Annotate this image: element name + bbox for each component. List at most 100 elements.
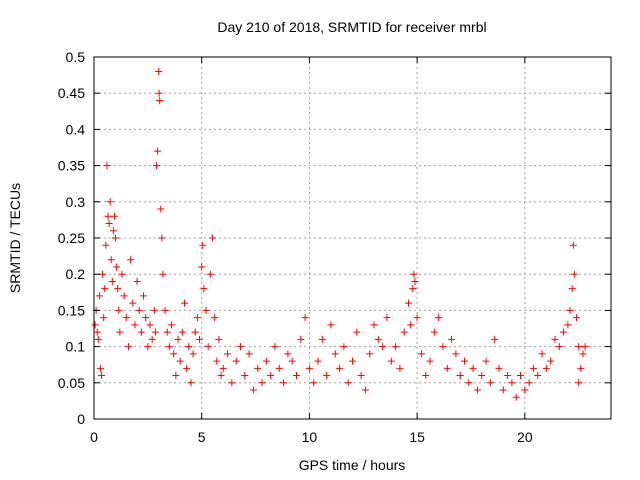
data-point — [323, 372, 331, 380]
data-point — [357, 372, 365, 380]
data-point — [521, 386, 529, 394]
data-point — [91, 321, 99, 329]
data-point — [93, 328, 101, 336]
data-point — [435, 314, 443, 322]
data-point — [499, 386, 507, 394]
data-point — [280, 379, 288, 387]
data-point — [405, 299, 413, 307]
data-point — [101, 285, 109, 293]
data-point — [284, 350, 292, 358]
data-point — [411, 277, 419, 285]
data-point — [392, 343, 400, 351]
data-point — [213, 357, 221, 365]
y-tick-label: 0.35 — [58, 158, 85, 174]
data-point — [262, 357, 270, 365]
data-point — [525, 379, 533, 387]
data-point — [208, 234, 216, 242]
data-point — [170, 350, 178, 358]
data-point — [560, 328, 568, 336]
data-point — [211, 314, 219, 322]
data-point — [144, 343, 152, 351]
data-point — [200, 285, 208, 293]
data-point — [148, 335, 156, 343]
data-point — [219, 364, 227, 372]
data-point — [217, 372, 225, 380]
data-point — [241, 372, 249, 380]
data-point — [570, 270, 578, 278]
data-point — [159, 270, 167, 278]
data-point — [100, 314, 108, 322]
data-point — [189, 350, 197, 358]
data-point — [158, 234, 166, 242]
data-point — [439, 343, 447, 351]
data-point — [542, 364, 550, 372]
data-point — [555, 343, 563, 351]
data-point — [206, 270, 214, 278]
data-point — [137, 328, 145, 336]
data-point — [486, 379, 494, 387]
data-point — [127, 256, 135, 264]
y-tick-label: 0.5 — [66, 49, 86, 65]
data-point — [400, 328, 408, 336]
data-point — [172, 372, 180, 380]
data-point — [115, 306, 123, 314]
data-point — [199, 241, 207, 249]
data-point — [575, 379, 583, 387]
data-point — [318, 335, 326, 343]
data-point — [94, 335, 102, 343]
data-point — [249, 386, 257, 394]
data-point — [110, 212, 118, 220]
data-point — [353, 328, 361, 336]
data-point — [180, 299, 188, 307]
y-tick-label: 0.45 — [58, 85, 85, 101]
y-tick-label: 0.3 — [66, 194, 86, 210]
x-tick-label: 20 — [517, 429, 533, 445]
data-point — [366, 350, 374, 358]
data-point — [573, 314, 581, 322]
data-point — [482, 357, 490, 365]
data-point — [120, 292, 128, 300]
data-point — [495, 364, 503, 372]
chart-title: Day 210 of 2018, SRMTID for receiver mrb… — [217, 19, 486, 35]
data-point — [473, 386, 481, 394]
data-point — [118, 270, 126, 278]
data-point — [108, 277, 116, 285]
data-point — [168, 321, 176, 329]
data-point — [379, 343, 387, 351]
data-point — [478, 372, 486, 380]
data-point — [512, 393, 520, 401]
data-point — [113, 263, 121, 271]
data-point — [275, 364, 283, 372]
data-point — [124, 343, 132, 351]
data-point — [491, 335, 499, 343]
data-point — [95, 292, 103, 300]
data-point — [106, 198, 114, 206]
data-point — [426, 357, 434, 365]
data-point — [98, 372, 106, 380]
data-point — [581, 343, 589, 351]
data-point — [109, 227, 117, 235]
data-point — [292, 372, 300, 380]
data-point — [413, 314, 421, 322]
data-point — [301, 314, 309, 322]
data-point — [191, 328, 199, 336]
data-point — [122, 314, 130, 322]
x-axis-label: GPS time / hours — [299, 457, 406, 473]
data-point — [529, 364, 537, 372]
data-point — [215, 335, 223, 343]
data-point — [174, 335, 182, 343]
data-point — [232, 357, 240, 365]
x-tick-label: 15 — [409, 429, 425, 445]
data-point — [314, 357, 322, 365]
data-point — [387, 357, 395, 365]
data-point — [196, 335, 204, 343]
data-point — [99, 270, 107, 278]
axis-ticks: 0 0.05 0.1 0.15 0.2 0.25 0.3 0.35 0.4 0.45 0.5 0 5 10… — [58, 49, 611, 445]
data-point — [187, 379, 195, 387]
y-tick-label: 0.1 — [66, 339, 86, 355]
data-point — [430, 328, 438, 336]
data-point — [417, 350, 425, 358]
data-point — [176, 357, 184, 365]
data-point — [568, 285, 576, 293]
